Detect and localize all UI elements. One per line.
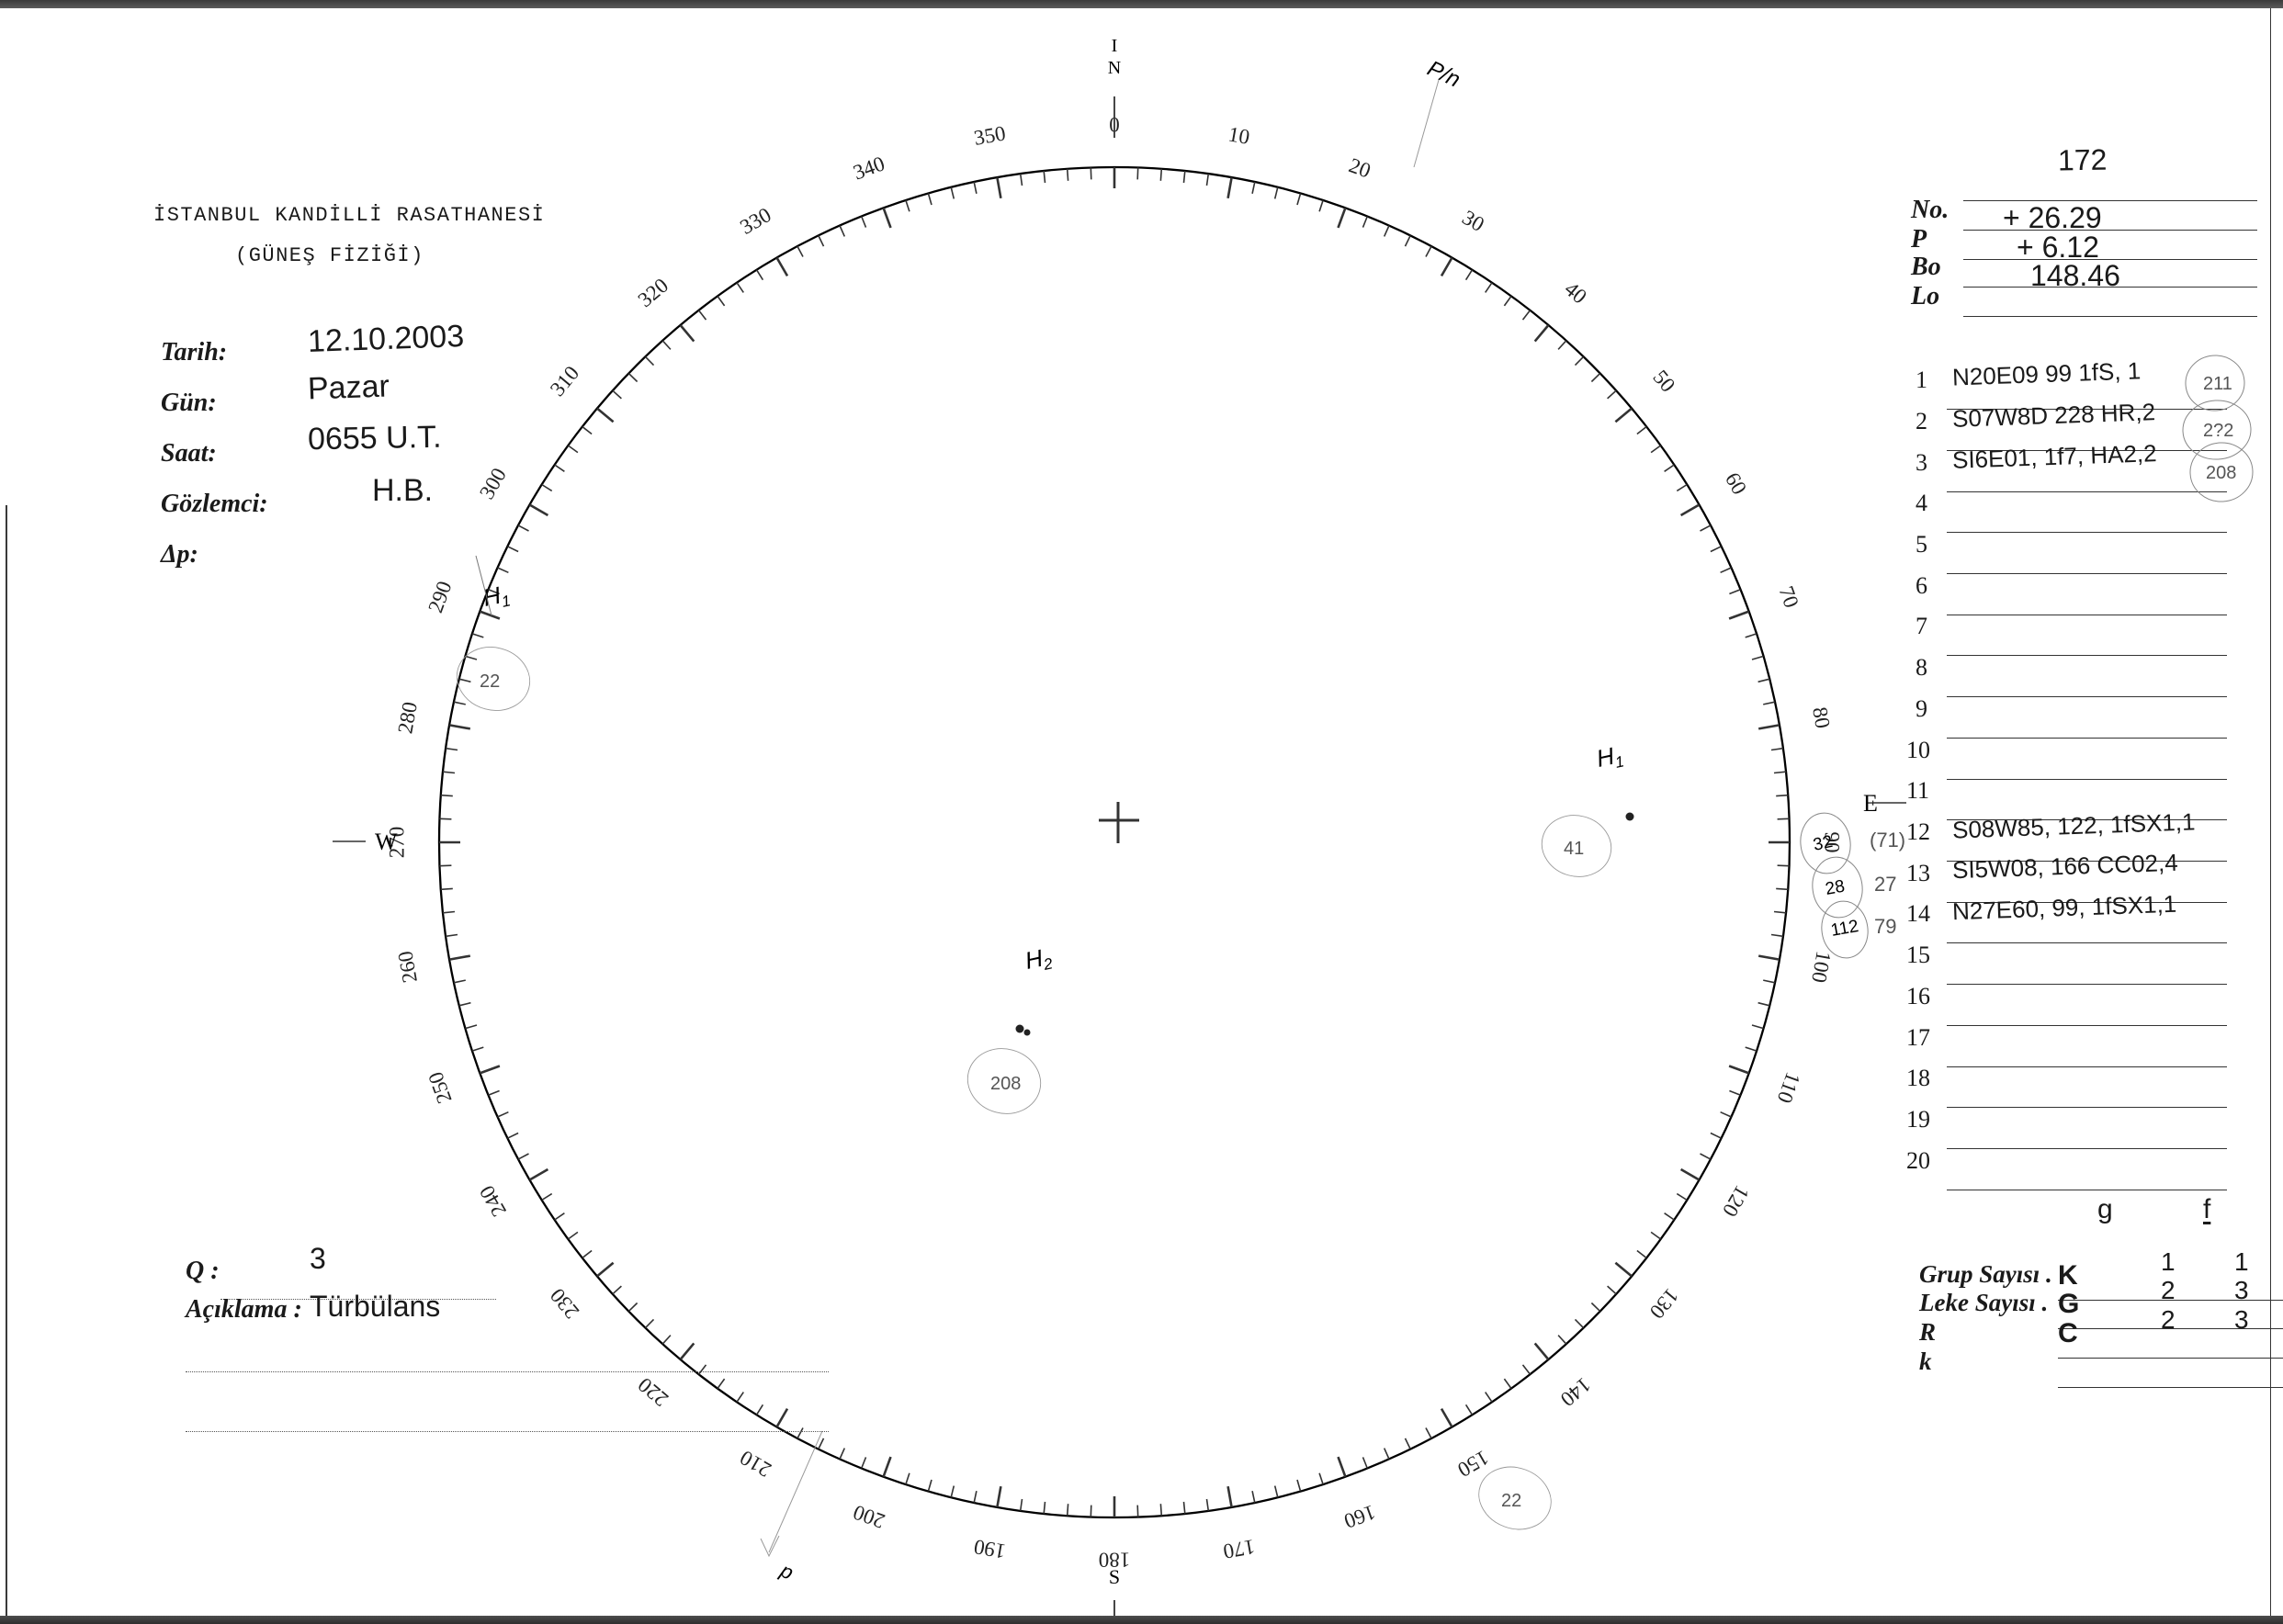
svg-text:H1: H1 xyxy=(480,580,512,615)
svg-text:S: S xyxy=(1109,1565,1120,1588)
svg-text:N: N xyxy=(1108,58,1121,78)
svg-text:H2: H2 xyxy=(1023,942,1055,977)
svg-text:22: 22 xyxy=(1501,1491,1521,1511)
svg-text:W: W xyxy=(375,829,398,855)
svg-text:208: 208 xyxy=(990,1074,1021,1094)
svg-text:H1: H1 xyxy=(1594,740,1625,775)
svg-text:41: 41 xyxy=(1564,839,1584,859)
svg-text:P/n: P/n xyxy=(1423,56,1464,93)
svg-text:I: I xyxy=(1112,36,1118,56)
svg-text:p: p xyxy=(776,1558,797,1584)
svg-text:22: 22 xyxy=(480,671,500,692)
